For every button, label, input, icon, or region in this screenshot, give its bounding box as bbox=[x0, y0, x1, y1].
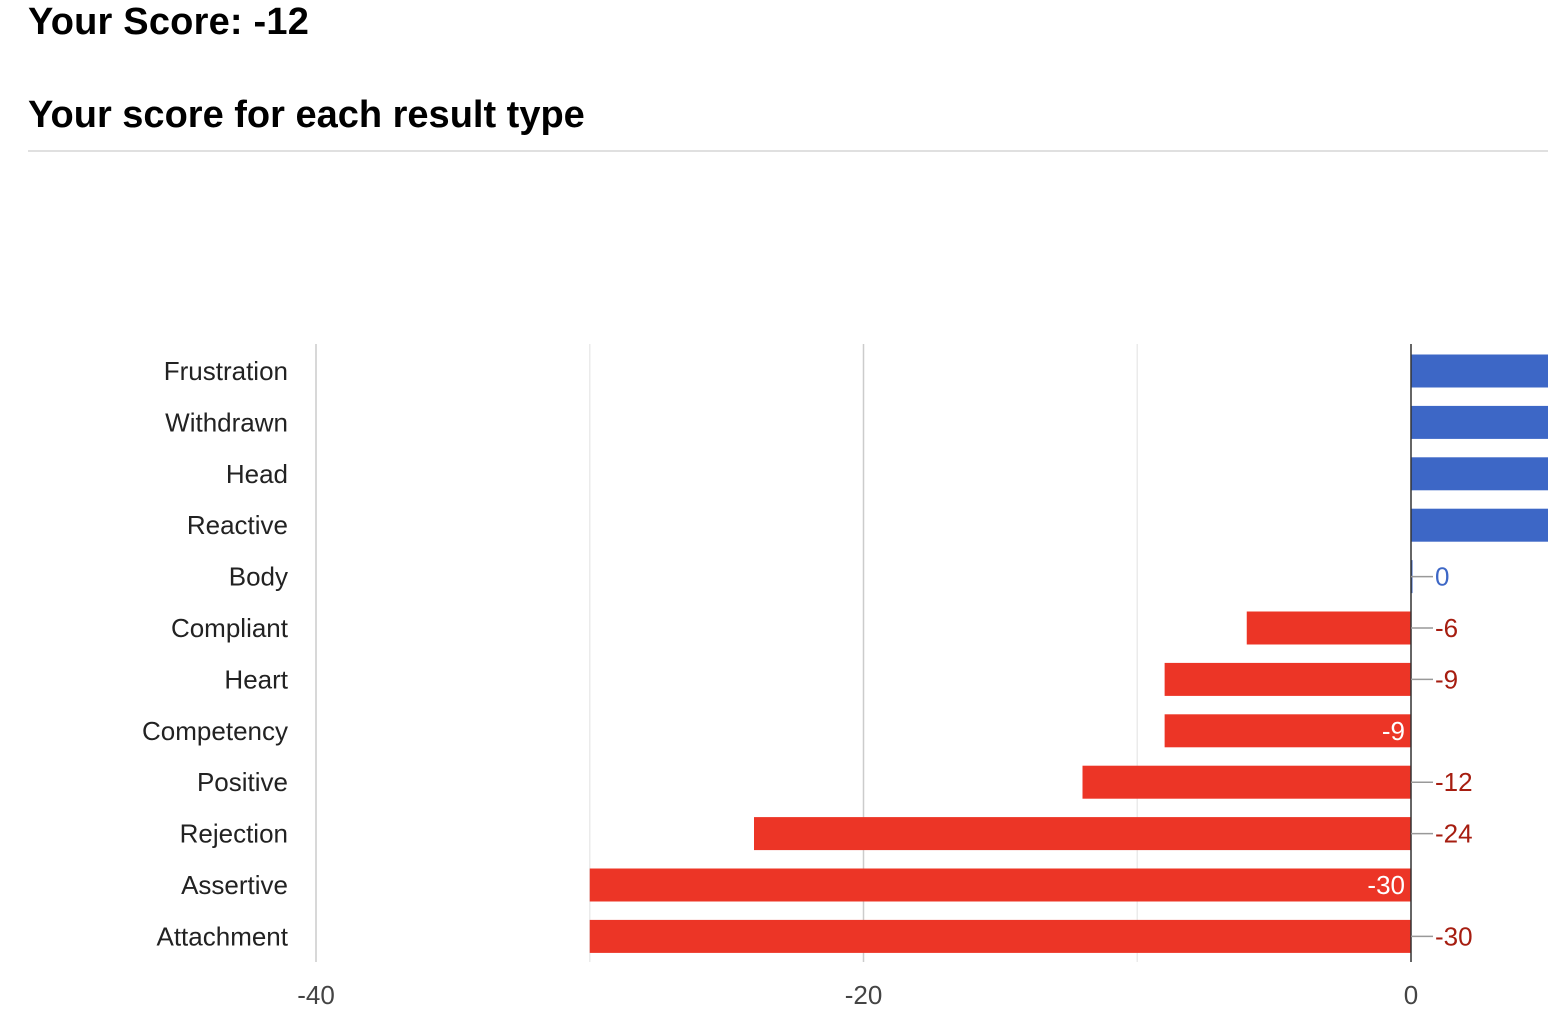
bar-compliant bbox=[1246, 611, 1411, 645]
data-label: -30 bbox=[1367, 870, 1405, 900]
data-label: -24 bbox=[1435, 819, 1473, 849]
data-label: -12 bbox=[1435, 767, 1473, 797]
bar-competency bbox=[1164, 714, 1411, 748]
category-label: Head bbox=[226, 459, 288, 489]
data-label: -30 bbox=[1435, 921, 1473, 951]
category-label: Positive bbox=[197, 767, 288, 797]
section-divider bbox=[28, 150, 1548, 152]
bar-assertive bbox=[589, 868, 1411, 902]
category-label: Withdrawn bbox=[165, 407, 288, 437]
category-label: Assertive bbox=[181, 870, 288, 900]
category-label: Frustration bbox=[164, 356, 288, 386]
x-tick-label: -20 bbox=[845, 980, 883, 1010]
bar-reactive bbox=[1411, 508, 1548, 542]
category-label: Compliant bbox=[171, 613, 289, 643]
category-label: Competency bbox=[142, 716, 288, 746]
data-label: -6 bbox=[1435, 613, 1458, 643]
x-tick-label: 0 bbox=[1404, 980, 1418, 1010]
section-title: Your score for each result type bbox=[28, 94, 585, 136]
category-label: Rejection bbox=[180, 819, 288, 849]
bar-withdrawn bbox=[1411, 405, 1548, 439]
category-label: Heart bbox=[224, 664, 288, 694]
x-tick-label: -40 bbox=[297, 980, 335, 1010]
category-label: Body bbox=[229, 562, 288, 592]
bar-attachment bbox=[589, 919, 1411, 953]
bar-positive bbox=[1082, 765, 1411, 799]
bar-head bbox=[1411, 457, 1548, 491]
data-label: -9 bbox=[1382, 716, 1405, 746]
bar-heart bbox=[1164, 662, 1411, 696]
bar-rejection bbox=[754, 817, 1411, 851]
total-score: Your Score: -12 bbox=[28, 1, 310, 43]
bar-frustration bbox=[1411, 354, 1548, 388]
data-label: 0 bbox=[1435, 562, 1449, 592]
category-label: Reactive bbox=[187, 510, 288, 540]
data-label: -9 bbox=[1435, 664, 1458, 694]
category-label: Attachment bbox=[156, 921, 288, 951]
